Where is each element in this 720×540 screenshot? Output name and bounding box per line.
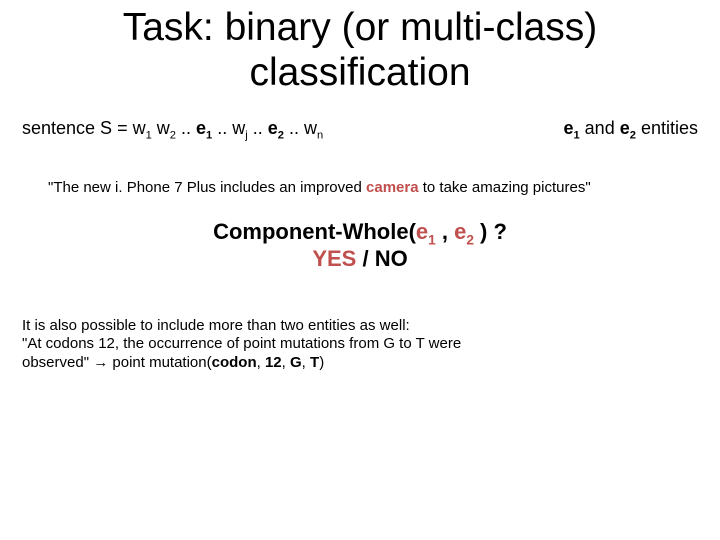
cw-sep: / xyxy=(356,246,374,271)
note-arg-1: codon xyxy=(212,354,257,371)
slide-title: Task: binary (or multi-class) classifica… xyxy=(20,0,700,96)
cw-pre: Component-Whole( xyxy=(213,219,416,244)
ent-mid: and xyxy=(580,118,620,138)
cw-e2: e2 xyxy=(454,219,474,244)
example-close-quote: " xyxy=(585,179,590,196)
title-line-2: classification xyxy=(249,51,470,94)
component-whole-question: Component-Whole(e1 , e2 ) ? YES / NO xyxy=(20,218,700,273)
def-e2: e2 xyxy=(268,118,284,138)
cw-e1: e1 xyxy=(416,219,436,244)
cw-e1-sub: 1 xyxy=(428,232,436,247)
note-arg-4: T xyxy=(310,354,319,371)
cw-yes: YES xyxy=(312,246,356,271)
note-line-1: It is also possible to include more than… xyxy=(22,317,410,334)
ent-suffix: entities xyxy=(636,118,698,138)
note-line-3-rel: point mutation( xyxy=(112,354,211,371)
sentence-definition: sentence S = w1 w2 .. e1 .. wj .. e2 .. … xyxy=(22,118,323,139)
example-post: to take amazing pictures xyxy=(419,179,586,196)
def-prefix: sentence S = w xyxy=(22,118,146,138)
ent-e1-label: e xyxy=(563,118,573,138)
example-highlight: camera xyxy=(366,179,419,196)
def-gap-1: w xyxy=(152,118,170,138)
cw-e2-label: e xyxy=(454,219,466,244)
note-line-3-pre: observed xyxy=(22,354,84,371)
ent-e1: e1 xyxy=(563,118,579,138)
note-c1: , xyxy=(257,354,265,371)
cw-mid: , xyxy=(436,219,454,244)
def-gap-3: .. w xyxy=(212,118,245,138)
example-pre: The new i. Phone 7 Plus includes an impr… xyxy=(53,179,366,196)
note-line-3-arrow: → xyxy=(89,354,112,371)
entities-note: e1 and e2 entities xyxy=(563,118,698,139)
cw-e1-label: e xyxy=(416,219,428,244)
def-e1-label: e xyxy=(196,118,206,138)
cw-no: NO xyxy=(375,246,408,271)
note-arg-3: G xyxy=(290,354,302,371)
def-sub-n: n xyxy=(317,129,323,141)
note-c3: , xyxy=(302,354,310,371)
multi-entity-note: It is also possible to include more than… xyxy=(20,317,700,373)
def-e2-label: e xyxy=(268,118,278,138)
ent-e2: e2 xyxy=(620,118,636,138)
slide: Task: binary (or multi-class) classifica… xyxy=(0,0,720,540)
cw-e2-sub: 2 xyxy=(466,232,474,247)
example-sentence: " The new i. Phone 7 Plus includes an imp… xyxy=(20,179,700,196)
title-line-1: Task: binary (or multi-class) xyxy=(123,6,598,49)
def-e1: e1 xyxy=(196,118,212,138)
def-gap-4: .. xyxy=(248,118,268,138)
note-end: ) xyxy=(319,354,324,371)
definition-row: sentence S = w1 w2 .. e1 .. wj .. e2 .. … xyxy=(20,118,700,139)
note-arg-2: 12 xyxy=(265,354,282,371)
def-gap-2: .. xyxy=(176,118,196,138)
def-gap-5: .. w xyxy=(284,118,317,138)
note-line-2-text: At codons 12, the occurrence of point mu… xyxy=(27,335,461,352)
note-c2: , xyxy=(282,354,290,371)
ent-e2-label: e xyxy=(620,118,630,138)
cw-post: ) ? xyxy=(474,219,507,244)
